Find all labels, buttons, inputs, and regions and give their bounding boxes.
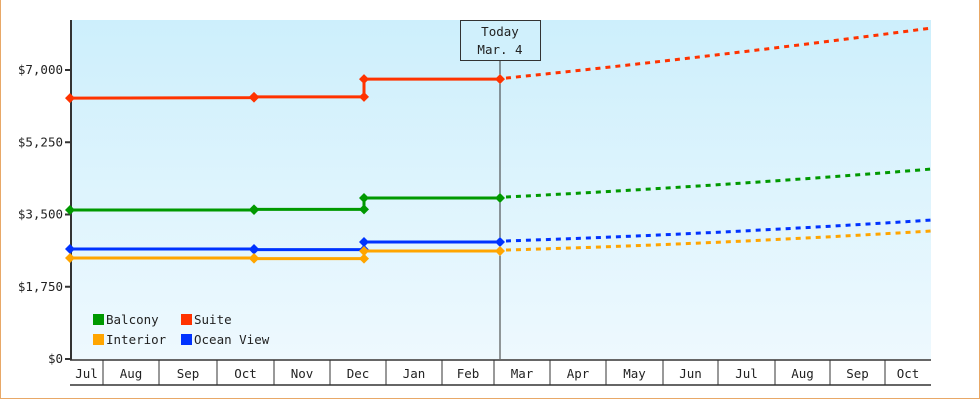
legend-swatch-suite (181, 314, 192, 325)
data-point-marker (359, 236, 369, 247)
today-marker: Today Mar. 4 (460, 20, 541, 359)
data-point-marker (249, 204, 259, 215)
data-point-marker (65, 93, 75, 104)
month-label: Dec (347, 366, 370, 381)
y-tick-label: $3,500 (18, 207, 63, 222)
plot-area (71, 20, 931, 359)
today-box (460, 20, 541, 61)
month-label: Jun (679, 366, 702, 381)
legend-swatch-balcony (93, 314, 104, 325)
data-point-marker (249, 91, 259, 102)
y-tick-label: $0 (48, 351, 63, 366)
legend-label: Ocean View (194, 332, 270, 347)
data-point-marker (249, 253, 259, 264)
month-label: Oct (897, 366, 920, 381)
data-point-marker (359, 204, 369, 215)
month-label: Aug (791, 366, 814, 381)
y-tick-label: $7,000 (18, 62, 63, 77)
data-point-marker (495, 74, 505, 85)
data-point-marker (359, 253, 369, 264)
month-label: Oct (234, 366, 257, 381)
data-point-marker (65, 243, 75, 254)
forecast-line (505, 167, 932, 199)
series-interior (65, 229, 932, 264)
data-point-marker (359, 246, 369, 257)
historical-line (70, 196, 500, 212)
legend-label: Suite (194, 312, 232, 327)
month-label: Jul (735, 366, 758, 381)
month-label: Mar (511, 366, 534, 381)
forecast-line (505, 218, 932, 243)
legend-swatch-interior (93, 334, 104, 345)
data-point-marker (495, 192, 505, 203)
legend-label: Balcony (106, 312, 159, 327)
data-point-marker (65, 204, 75, 215)
data-point-marker (65, 253, 75, 264)
month-label: May (623, 366, 646, 381)
month-label: Feb (457, 366, 480, 381)
series-balcony (65, 167, 932, 215)
data-point-marker (495, 246, 505, 257)
data-point-marker (359, 74, 369, 85)
series-lines (65, 26, 932, 264)
legend-swatch-ocean-view (181, 334, 192, 345)
historical-line (69, 77, 500, 100)
x-axis: Jul Aug Sep Oct Nov Dec Jan Feb Mar Apr May Jun Jul A… (70, 359, 931, 386)
legend-label: Interior (106, 332, 167, 347)
y-axis: $0 $1,750 $3,500 $5,250 $7,000 (18, 20, 72, 366)
series-ocean-view (65, 218, 932, 255)
forecast-line (505, 26, 932, 80)
legend: Balcony Suite Interior Ocean View (93, 312, 270, 347)
data-point-marker (359, 91, 369, 102)
month-label: Sep (177, 366, 200, 381)
historical-line (70, 249, 500, 261)
month-label: Jan (403, 366, 426, 381)
month-label: Jul (75, 366, 98, 381)
month-label: Sep (846, 366, 869, 381)
y-tick-label: $1,750 (18, 279, 63, 294)
y-tick-label: $5,250 (18, 134, 63, 149)
month-label: Aug (120, 366, 143, 381)
historical-line (70, 240, 500, 252)
data-point-marker (359, 192, 369, 203)
data-point-marker (495, 236, 505, 247)
today-label: Today (481, 24, 519, 39)
today-date: Mar. 4 (477, 42, 522, 57)
data-point-marker (249, 244, 259, 255)
forecast-line (505, 229, 932, 252)
month-label: Apr (567, 366, 590, 381)
month-label: Nov (291, 366, 314, 381)
series-suite (65, 26, 932, 104)
